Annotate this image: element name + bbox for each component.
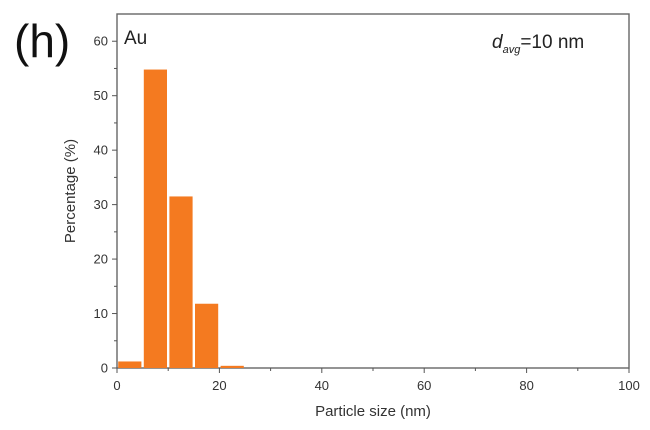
y-tick-label: 0	[101, 361, 108, 376]
bar	[169, 196, 193, 368]
x-tick-label: 60	[417, 378, 431, 393]
panel-label: (h)	[14, 15, 71, 67]
y-tick-label: 10	[94, 306, 108, 321]
y-tick-label: 60	[94, 34, 108, 49]
plot-frame	[116, 13, 630, 369]
material-label: Au	[124, 28, 147, 49]
y-tick-label: 50	[94, 88, 108, 103]
y-tick-label: 40	[94, 143, 108, 158]
x-axis-title: Particle size (nm)	[315, 403, 431, 420]
y-tick-label: 20	[94, 252, 108, 267]
x-tick-label: 40	[315, 378, 329, 393]
avg-size-symbol: d	[492, 32, 504, 53]
avg-size-subscript: avg	[503, 44, 522, 56]
bars-group	[118, 69, 244, 368]
x-tick-label: 0	[113, 378, 120, 393]
bar	[118, 361, 142, 368]
x-ticks: 0 20 40 60 80 100	[113, 368, 640, 393]
y-tick-label: 30	[94, 197, 108, 212]
x-tick-label: 100	[618, 378, 640, 393]
bar	[143, 69, 167, 368]
x-tick-label: 20	[212, 378, 226, 393]
y-ticks: 0 10 20 30 40 50 60	[94, 34, 117, 376]
bar	[195, 303, 219, 368]
bar	[220, 365, 244, 368]
avg-size-annotation: davg=10 nm	[492, 32, 584, 56]
avg-size-value: =10 nm	[520, 32, 584, 53]
y-axis-title: Percentage (%)	[62, 139, 79, 243]
x-tick-label: 80	[519, 378, 533, 393]
